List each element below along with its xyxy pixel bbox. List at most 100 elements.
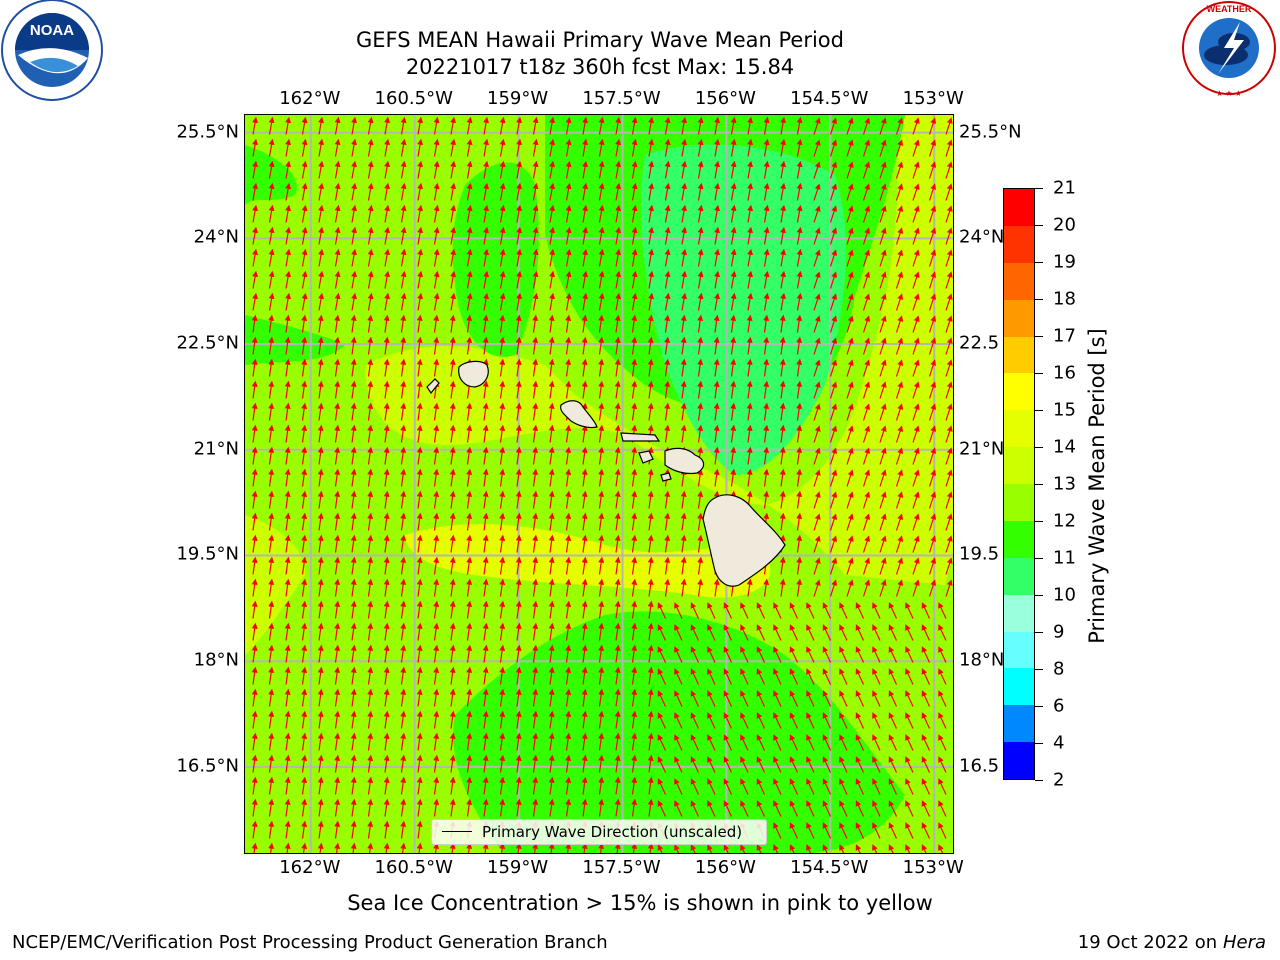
wave-direction-arrow	[284, 534, 291, 553]
wave-direction-arrow	[466, 138, 473, 157]
wave-direction-arrow	[416, 534, 423, 553]
wave-direction-arrow	[912, 381, 920, 399]
wave-direction-arrow	[879, 425, 887, 443]
wave-direction-arrow	[846, 183, 854, 201]
wave-direction-arrow	[647, 358, 654, 377]
wave-direction-arrow	[334, 314, 341, 333]
wave-direction-arrow	[450, 182, 457, 201]
wave-direction-arrow	[697, 402, 704, 421]
wave-direction-arrow	[713, 358, 720, 377]
wave-direction-arrow	[565, 116, 572, 135]
wave-direction-arrow	[648, 138, 655, 157]
wave-direction-arrow	[367, 292, 374, 311]
wave-direction-arrow	[284, 314, 291, 333]
wave-direction-arrow	[367, 468, 374, 487]
wave-direction-arrow	[466, 424, 473, 443]
wave-direction-arrow	[268, 578, 275, 597]
wave-direction-arrow	[482, 556, 489, 575]
wave-direction-arrow	[746, 402, 753, 421]
wave-direction-arrow	[846, 293, 854, 311]
wave-direction-arrow	[268, 248, 275, 267]
wave-direction-arrow	[598, 380, 605, 399]
wave-direction-arrow	[350, 336, 357, 355]
wave-direction-arrow	[417, 292, 424, 311]
wave-direction-arrow	[318, 116, 325, 135]
wave-direction-arrow	[763, 446, 770, 465]
wave-direction-arrow	[614, 402, 621, 421]
wave-direction-arrow	[631, 116, 638, 135]
wave-direction-arrow	[350, 358, 357, 377]
wave-direction-arrow	[268, 490, 275, 509]
wave-direction-arrow	[482, 336, 489, 355]
wave-direction-arrow	[351, 182, 358, 201]
wave-direction-arrow	[499, 336, 506, 355]
wave-direction-arrow	[565, 446, 572, 465]
wave-direction-arrow	[549, 116, 556, 135]
wave-direction-arrow	[846, 117, 854, 135]
wave-direction-arrow	[400, 336, 407, 355]
colorbar-tick	[1035, 225, 1043, 226]
wave-direction-arrow	[813, 403, 821, 421]
wave-direction-arrow	[417, 116, 424, 135]
wave-direction-arrow	[895, 183, 904, 201]
wave-direction-arrow	[565, 160, 572, 179]
wave-direction-arrow	[747, 160, 754, 179]
wave-direction-arrow	[895, 535, 904, 553]
wave-direction-arrow	[383, 358, 390, 377]
wave-direction-arrow	[350, 402, 357, 421]
wave-direction-arrow	[829, 271, 838, 289]
wave-direction-arrow	[548, 490, 555, 509]
wave-direction-arrow	[318, 292, 325, 311]
wave-direction-arrow	[598, 490, 605, 509]
latitude-label-right: 25.5°N	[959, 121, 1022, 143]
wave-direction-arrow	[747, 248, 754, 267]
wave-direction-arrow	[846, 447, 854, 465]
wave-direction-arrow	[334, 160, 341, 179]
wave-direction-arrow	[928, 425, 937, 443]
wave-direction-arrow	[400, 534, 407, 553]
wave-direction-arrow	[334, 270, 341, 289]
wave-direction-arrow	[268, 336, 275, 355]
wave-direction-arrow	[417, 248, 424, 267]
wave-direction-arrow	[664, 138, 671, 157]
field-10-11	[641, 144, 846, 475]
colorbar-tick	[1035, 743, 1043, 744]
wave-direction-arrow	[779, 358, 786, 377]
wave-direction-arrow	[879, 161, 887, 179]
wave-direction-arrow	[879, 227, 887, 245]
wave-direction-arrow	[647, 402, 654, 421]
wave-direction-arrow	[928, 535, 937, 553]
wave-direction-arrow	[846, 535, 854, 553]
wave-direction-arrow	[796, 292, 803, 311]
wave-direction-arrow	[515, 512, 522, 531]
wave-direction-arrow	[317, 314, 324, 333]
wave-direction-arrow	[796, 512, 803, 531]
wave-direction-arrow	[680, 512, 687, 531]
wave-direction-arrow	[598, 292, 605, 311]
colorbar-segment	[1004, 631, 1034, 669]
wave-direction-arrow	[449, 358, 456, 377]
wave-direction-arrow	[631, 468, 638, 487]
wave-direction-arrow	[268, 314, 275, 333]
wave-direction-arrow	[499, 556, 506, 575]
wave-direction-arrow	[681, 292, 688, 311]
wave-direction-arrow	[367, 534, 374, 553]
field-11-12-west	[245, 145, 297, 205]
wave-direction-arrow	[565, 380, 572, 399]
wave-direction-arrow	[829, 557, 838, 575]
wave-direction-arrow	[383, 424, 390, 443]
wave-direction-arrow	[680, 490, 687, 509]
wave-direction-arrow	[614, 534, 621, 553]
wave-direction-arrow	[730, 358, 737, 377]
colorbar-segment	[1004, 447, 1034, 484]
wave-direction-arrow	[433, 314, 440, 333]
wave-direction-arrow	[301, 402, 308, 421]
wave-direction-arrow	[879, 337, 887, 355]
wave-direction-arrow	[862, 315, 871, 333]
wave-direction-arrow	[813, 249, 821, 267]
wave-direction-arrow	[515, 424, 522, 443]
wave-direction-arrow	[681, 138, 688, 157]
wave-direction-arrow	[664, 116, 671, 135]
wave-direction-arrow	[384, 270, 391, 289]
wave-direction-arrow	[928, 117, 937, 135]
